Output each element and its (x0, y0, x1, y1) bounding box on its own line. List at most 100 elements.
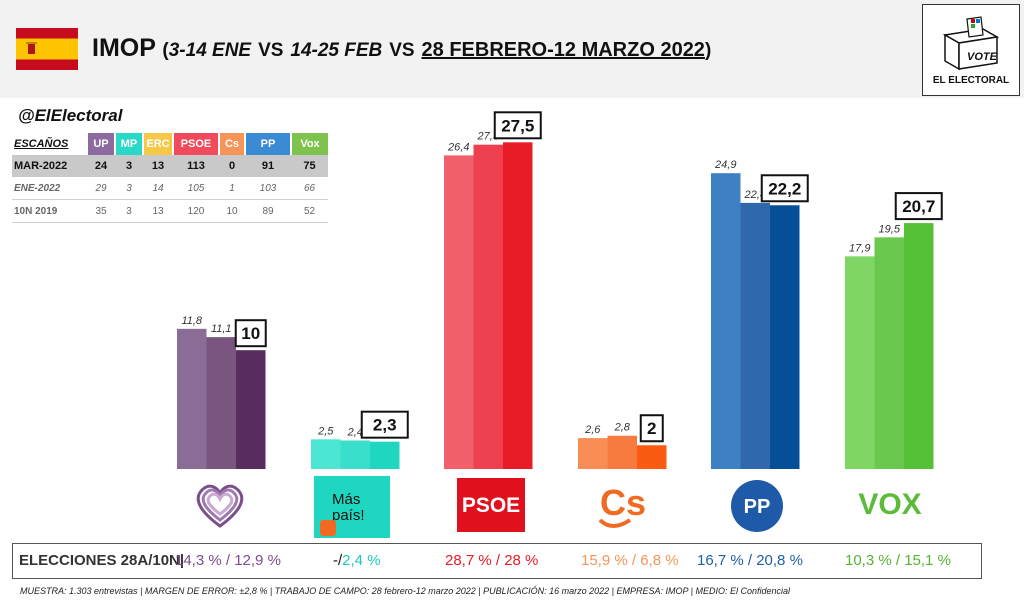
pp-logo: PP (727, 478, 787, 534)
psoe-logo-text: PSOE (461, 494, 521, 517)
el-electoral-logo: VOTE EL ELECTORAL (922, 4, 1020, 96)
page-title: IMOP (3-14 ENE VS 14-25 FEB VS 28 FEBRER… (92, 34, 712, 62)
vox-logo-text: VOX (858, 488, 922, 521)
table-cell: 1 (219, 177, 245, 200)
table-cell: 52 (291, 199, 328, 223)
bar-value-label: 2,8 (614, 422, 631, 434)
bar (340, 440, 370, 469)
bar-value-label-current: 27,5 (501, 116, 534, 135)
table-row: ENE-2022 29 3 14 105 1 103 66 (12, 177, 328, 200)
seats-table: ESCAÑOS UP MP ERC PSOE Cs PP Vox MAR-202… (12, 133, 328, 223)
value-box (760, 174, 809, 203)
bar (770, 205, 800, 469)
bar (874, 237, 904, 469)
result-cs: 15,9 % / 6,8 % (581, 552, 679, 569)
bar (740, 202, 770, 469)
row-label: MAR-2022 (12, 155, 87, 177)
bar-chart: 11,811,1 102,5 2,4 2,326,427,327,52,6 2,8 224… (177, 111, 943, 470)
twitter-handle: @ElElectoral (18, 106, 123, 125)
bar (845, 256, 875, 469)
seats-header-cs: Cs (218, 133, 245, 155)
table-cell: 91 (245, 155, 291, 177)
bar-value-label-current: 10 (241, 324, 260, 343)
seats-header-mp: MP (114, 133, 143, 155)
seats-header-psoe: PSOE (172, 133, 219, 155)
cs-swoosh-icon (598, 518, 632, 528)
results-label: ELECCIONES 28A/10N| (19, 552, 185, 569)
spain-flag-icon (16, 28, 78, 70)
psoe-logo: PSOE (457, 478, 525, 532)
result-pp: 16,7 % / 20,8 % (697, 552, 803, 569)
bar (311, 439, 341, 469)
table-cell: 13 (143, 155, 173, 177)
bar-value-label: 19,5 (879, 223, 901, 235)
mas-pais-logo: Más país! (314, 476, 390, 538)
bar (607, 435, 637, 469)
footer-methodology: MUESTRA: 1.303 entrevistas | MARGEN DE E… (20, 586, 791, 596)
table-cell: 0 (219, 155, 245, 177)
seats-table-label: ESCAÑOS (12, 133, 87, 155)
result-psoe: 28,7 % / 28 % (445, 552, 539, 569)
seats-header-pp: PP (244, 133, 291, 155)
bar-value-label: 11,8 (181, 315, 202, 327)
seats-header-up: UP (86, 133, 115, 155)
bar (503, 142, 533, 470)
bar-value-label: 2,4 (347, 426, 363, 438)
mas-pais-text: Más (332, 491, 361, 508)
table-cell: 120 (173, 199, 219, 223)
results-bar: ELECCIONES 28A/10N| 14,3 % / 12,9 % -/2,… (12, 543, 982, 579)
table-cell: 13 (143, 199, 173, 223)
bar-value-label-current: 2 (647, 419, 656, 438)
bar (473, 144, 503, 469)
bar (578, 438, 608, 469)
bar-value-label: 24,9 (714, 159, 736, 171)
bar-value-label: 2,5 (317, 425, 334, 437)
table-cell: 105 (173, 177, 219, 200)
value-box (639, 414, 664, 443)
table-cell: 66 (291, 177, 328, 200)
bar-value-label: 26,4 (447, 141, 469, 153)
table-cell: 89 (245, 199, 291, 223)
value-box (360, 410, 409, 439)
table-cell: 10 (219, 199, 245, 223)
table-cell: 24 (87, 155, 115, 177)
vox-logo: VOX (850, 488, 930, 528)
mas-pais-text: país! (332, 507, 365, 524)
table-cell: 103 (245, 177, 291, 200)
value-box (894, 192, 943, 221)
bar (236, 350, 266, 469)
bar (904, 223, 934, 469)
value-box (234, 319, 267, 348)
seats-header-erc: ERC (142, 133, 173, 155)
bar-value-label-current: 20,7 (902, 197, 935, 216)
bar-value-label-current: 2,3 (373, 416, 397, 435)
bar (206, 337, 236, 469)
bar-value-label: 2,6 (584, 424, 601, 436)
value-box (493, 111, 542, 140)
cs-logo-text: Cs (600, 482, 647, 523)
row-label: 10N 2019 (12, 199, 87, 223)
bar-value-label: 11,1 (211, 323, 232, 335)
bar (370, 441, 400, 469)
table-cell: 35 (87, 199, 115, 223)
ballot-box-icon: VOTE (942, 16, 1000, 71)
bar-value-label: 22,4 (744, 189, 766, 201)
table-cell: 113 (173, 155, 219, 177)
bar (637, 445, 667, 469)
table-cell: 14 (143, 177, 173, 200)
pp-logo-text: PP (743, 496, 771, 518)
smile-icon (320, 520, 336, 536)
ciudadanos-logo: Cs (596, 482, 656, 534)
bar-value-label: 17,9 (849, 242, 870, 254)
result-up: 14,3 % / 12,9 % (175, 552, 281, 569)
svg-text:VOTE: VOTE (967, 51, 998, 63)
bar (177, 328, 207, 469)
row-label: ENE-2022 (12, 177, 87, 200)
podemos-heart-icon (196, 484, 244, 528)
pp-circle-icon (731, 480, 783, 532)
seats-header-vox: Vox (290, 133, 328, 155)
result-vox: 10,3 % / 15,1 % (845, 552, 951, 569)
bar (444, 155, 474, 470)
table-cell: 75 (291, 155, 328, 177)
table-row: MAR-2022 24 3 13 113 0 91 75 (12, 155, 328, 177)
